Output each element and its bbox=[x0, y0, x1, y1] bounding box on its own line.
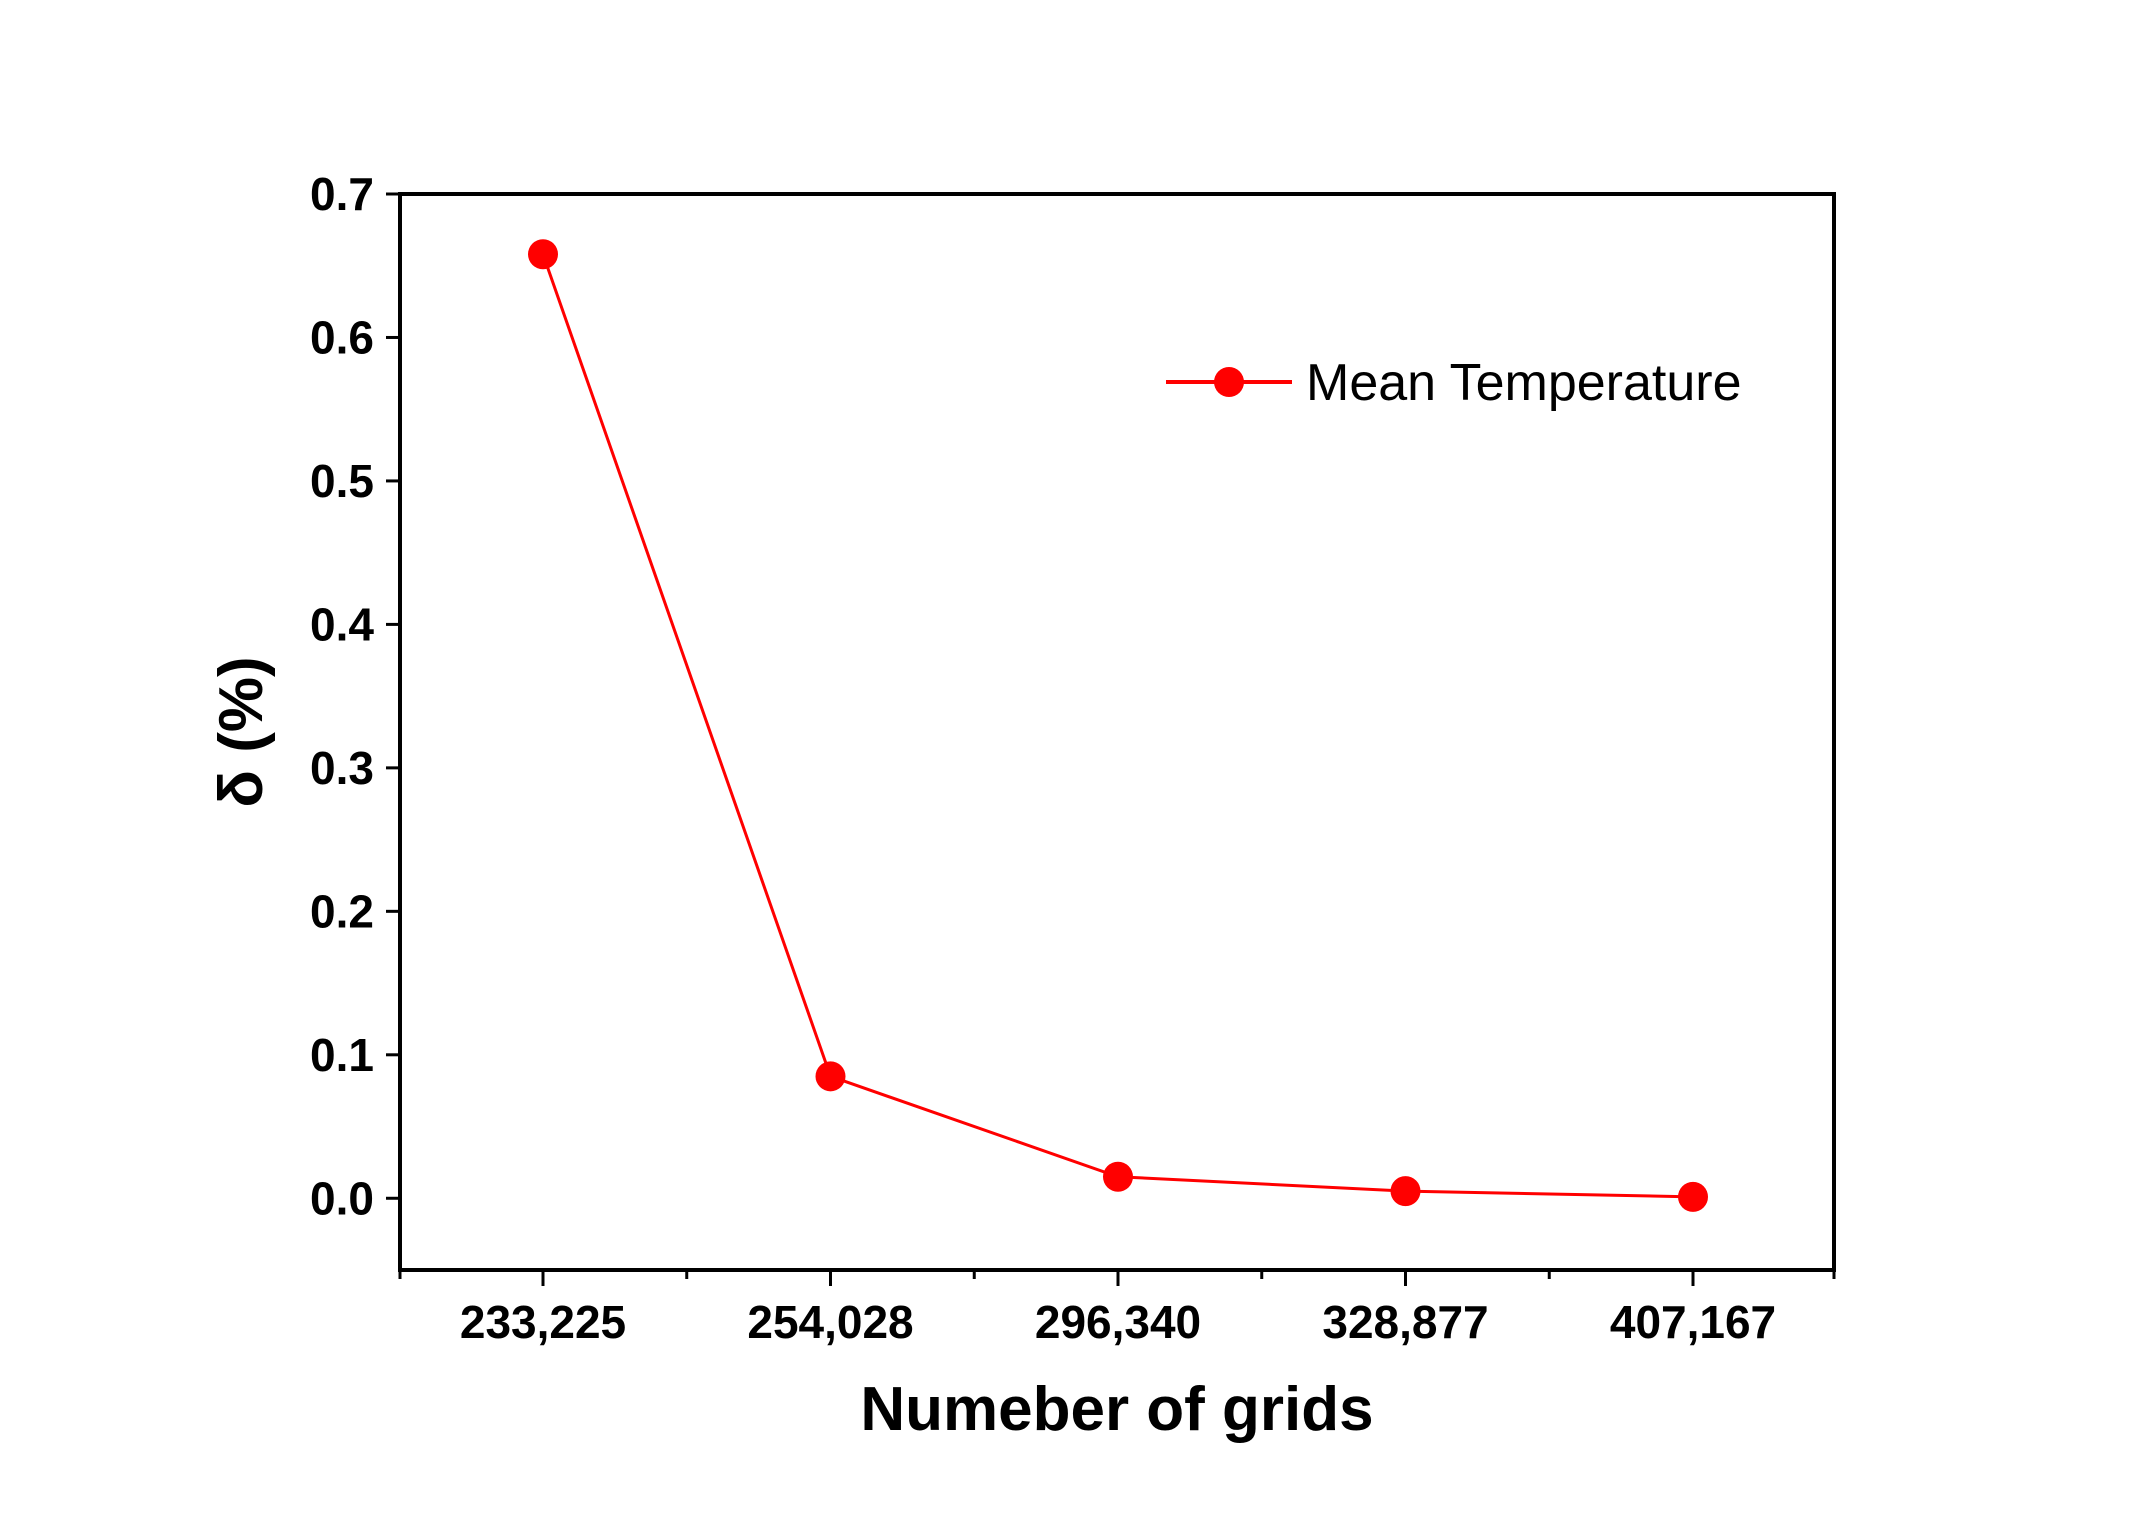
y-tick-label: 0.4 bbox=[310, 598, 374, 650]
x-tick-label: 296,340 bbox=[1035, 1296, 1201, 1348]
y-tick-label: 0.6 bbox=[310, 311, 374, 363]
y-axis-ticks: 0.0 0.1 0.2 0.3 0.4 0.5 0.6 0.7 bbox=[310, 168, 400, 1224]
legend: Mean Temperature bbox=[1166, 354, 1742, 412]
series-points bbox=[528, 239, 1708, 1212]
y-tick-label: 0.5 bbox=[310, 455, 374, 507]
y-tick-label: 0.1 bbox=[310, 1029, 374, 1081]
x-tick-label: 233,225 bbox=[460, 1296, 626, 1348]
legend-label: Mean Temperature bbox=[1306, 354, 1742, 412]
y-tick-label: 0.3 bbox=[310, 742, 374, 794]
y-tick-label: 0.0 bbox=[310, 1172, 374, 1224]
y-tick-label: 0.2 bbox=[310, 885, 374, 937]
data-point-2 bbox=[815, 1061, 846, 1092]
y-tick-label: 0.7 bbox=[310, 168, 374, 220]
data-point-3 bbox=[1103, 1161, 1133, 1192]
data-point-4 bbox=[1390, 1176, 1421, 1207]
y-axis-title: δ (%) bbox=[207, 656, 276, 807]
x-axis-title: Numeber of grids bbox=[860, 1375, 1373, 1444]
x-tick-label: 328,877 bbox=[1322, 1296, 1488, 1348]
data-point-5 bbox=[1678, 1181, 1708, 1212]
x-axis-ticks: 233,225 254,028 296,340 328,877 407,167 bbox=[398, 1270, 1836, 1348]
legend-marker-icon bbox=[1214, 367, 1244, 397]
data-point-1 bbox=[528, 239, 558, 270]
x-tick-label: 254,028 bbox=[747, 1296, 913, 1348]
x-tick-label: 407,167 bbox=[1610, 1296, 1776, 1348]
